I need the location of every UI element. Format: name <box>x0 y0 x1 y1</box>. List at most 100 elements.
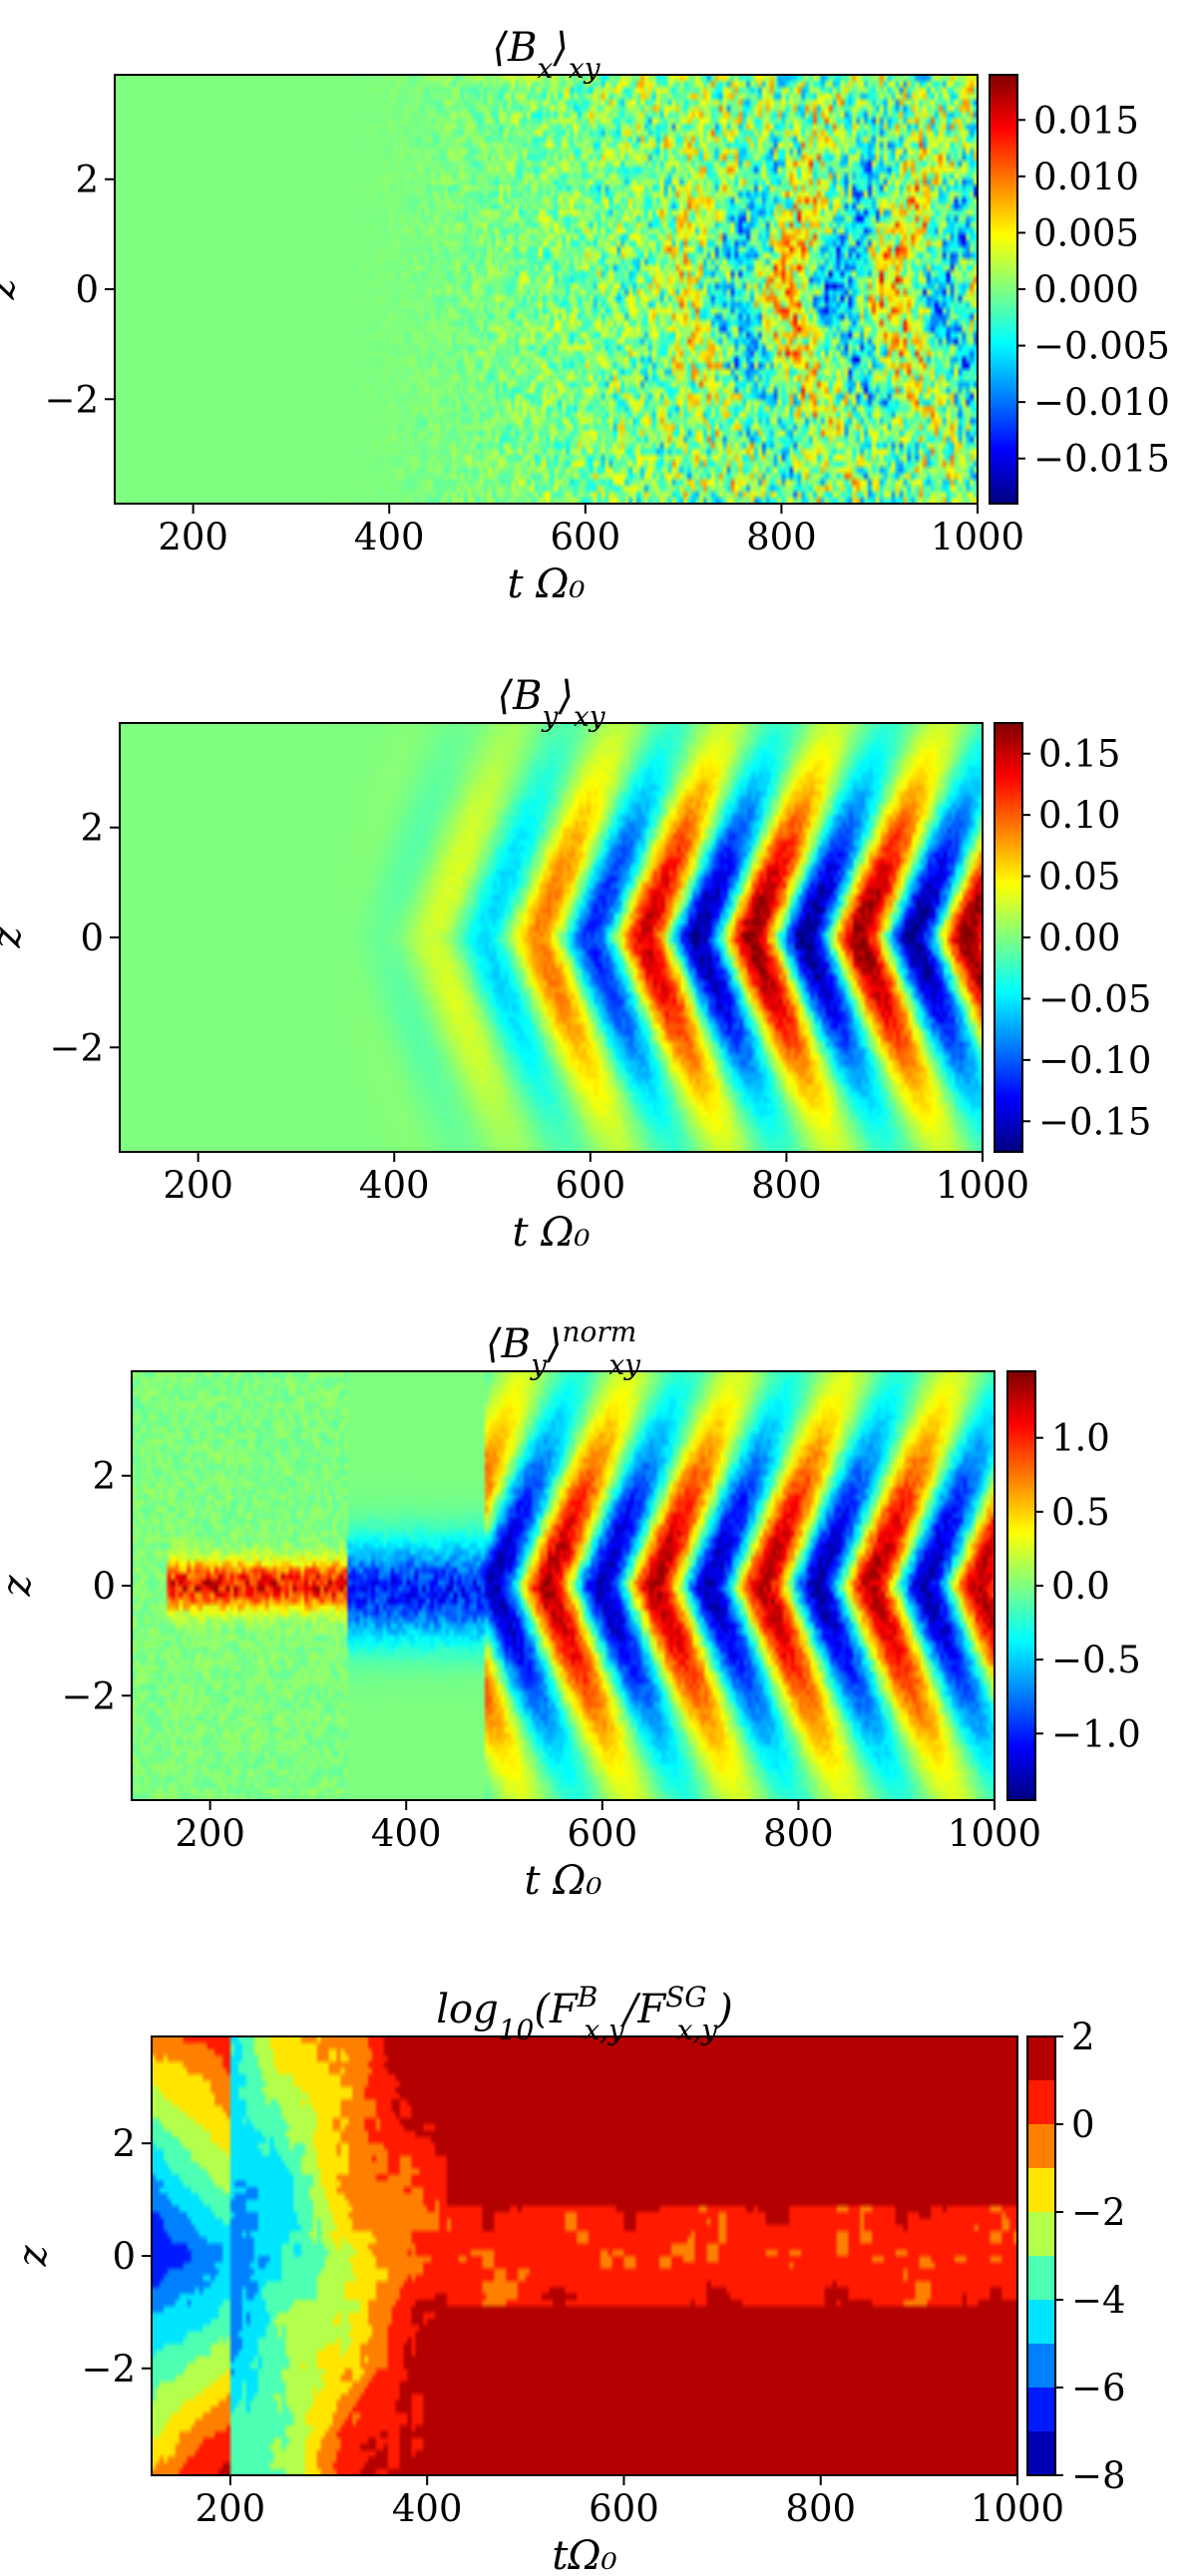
colorbar-segment <box>990 107 1017 112</box>
colorbar-segment <box>990 418 1017 423</box>
colorbar-segment <box>1007 1532 1035 1537</box>
colorbar-segment <box>1007 1467 1035 1472</box>
colorbar-segment <box>1007 1396 1035 1401</box>
colorbar-segment <box>1007 1478 1035 1483</box>
colorbar-segment <box>1007 1399 1035 1404</box>
colorbar-segment <box>995 873 1022 878</box>
colorbar-segment <box>1007 1403 1035 1408</box>
colorbar-segment <box>990 285 1017 290</box>
colorbar-segment <box>1007 1521 1035 1526</box>
colorbar-level <box>1027 2388 1055 2431</box>
colorbar-segment <box>990 475 1017 480</box>
colorbar-segment <box>990 75 1017 80</box>
colorbar-segment <box>1007 1614 1035 1619</box>
colorbar-level <box>1027 2431 1055 2475</box>
colorbar-segment <box>995 922 1022 927</box>
heatmap-image <box>115 75 978 504</box>
colorbar-tick-label: −0.05 <box>1038 977 1151 1020</box>
colorbar-segment <box>995 1073 1022 1078</box>
colorbar-tick-label: 0.5 <box>1051 1491 1110 1534</box>
colorbar-segment <box>1007 1457 1035 1462</box>
colorbar-segment <box>995 737 1022 742</box>
colorbar-segment <box>1007 1785 1035 1790</box>
chart-title: log10(FB x,y/FSG x,y) <box>436 1981 733 2046</box>
colorbar-segment <box>990 100 1017 105</box>
colorbar-segment <box>1007 1543 1035 1548</box>
colorbar-segment <box>1007 1789 1035 1794</box>
colorbar-segment <box>1007 1575 1035 1580</box>
colorbar-segment <box>995 954 1022 960</box>
colorbar-segment <box>995 751 1022 756</box>
colorbar-segment <box>1007 1643 1035 1648</box>
colorbar-segment <box>995 1141 1022 1146</box>
colorbar-segment <box>1007 1582 1035 1587</box>
colorbar-frame <box>1026 2035 1056 2476</box>
colorbar-segment <box>1007 1464 1035 1469</box>
colorbar-segment <box>1007 1417 1035 1422</box>
colorbar-segment <box>990 228 1017 233</box>
colorbar-tick-label: 0.05 <box>1038 856 1120 899</box>
colorbar-segment <box>995 1001 1022 1006</box>
colorbar-segment <box>1007 1764 1035 1769</box>
colorbar-tick-label: 1.0 <box>1051 1417 1110 1460</box>
colorbar-segment <box>990 500 1017 505</box>
y-tick-label: 2 <box>80 807 104 850</box>
colorbar-segment <box>1007 1731 1035 1737</box>
colorbar-tick-label: 0.10 <box>1038 794 1120 837</box>
colorbar-segment <box>1007 1714 1035 1719</box>
colorbar-segment <box>990 400 1017 405</box>
colorbar-segment <box>990 121 1017 126</box>
x-tick-label: 200 <box>196 2487 266 2530</box>
colorbar-segment <box>1007 1460 1035 1465</box>
colorbar-segment <box>1007 1796 1035 1801</box>
colorbar-segment <box>995 748 1022 753</box>
colorbar-segment <box>1007 1639 1035 1644</box>
colorbar-segment <box>995 1098 1022 1103</box>
colorbar-segment <box>1007 1414 1035 1419</box>
colorbar-segment <box>995 947 1022 952</box>
colorbar-segment <box>1007 1571 1035 1576</box>
colorbar-segment <box>990 110 1017 116</box>
x-axis-label: t Ω₀ <box>508 561 586 607</box>
colorbar-segment <box>990 389 1017 394</box>
colorbar-segment <box>990 171 1017 176</box>
colorbar-segment <box>995 1109 1022 1114</box>
colorbar-segment <box>990 210 1017 215</box>
x-axis-label: tΩ₀ <box>552 2533 616 2576</box>
colorbar-segment <box>990 132 1017 137</box>
colorbar-segment <box>995 983 1022 988</box>
colorbar-segment <box>1007 1636 1035 1641</box>
colorbar-segment <box>990 299 1017 304</box>
colorbar-segment <box>990 367 1017 373</box>
colorbar-segment <box>995 730 1022 735</box>
colorbar-segment <box>990 446 1017 451</box>
colorbar-segment <box>995 1033 1022 1038</box>
colorbar-segment <box>990 103 1017 108</box>
colorbar-segment <box>990 435 1017 441</box>
chart-flux-ratio: log10(FB x,y/FSG x,y) 200 400 600 800 1000 2 0 −2 t… <box>0 1945 1197 2576</box>
colorbar-segment <box>1007 1564 1035 1569</box>
x-tick-label: 600 <box>568 1812 638 1855</box>
colorbar-segment <box>990 146 1017 151</box>
colorbar-segment <box>990 238 1017 244</box>
colorbar-segment <box>990 296 1017 301</box>
colorbar-segment <box>995 912 1022 918</box>
colorbar-segment <box>995 855 1022 860</box>
colorbar-segment <box>990 332 1017 337</box>
colorbar-segment <box>995 819 1022 824</box>
colorbar-segment <box>990 78 1017 83</box>
colorbar-segment <box>990 382 1017 387</box>
colorbar-segment <box>1007 1539 1035 1544</box>
colorbar-segment <box>1007 1503 1035 1508</box>
colorbar-segment <box>1007 1525 1035 1530</box>
colorbar-segment <box>990 281 1017 287</box>
colorbar-segment <box>995 805 1022 810</box>
colorbar-tick-label: 0.15 <box>1038 733 1120 776</box>
colorbar-segment <box>990 342 1017 347</box>
colorbar-segment <box>995 726 1022 731</box>
colorbar-segment <box>990 161 1017 166</box>
colorbar-segment <box>990 425 1017 430</box>
colorbar-segment <box>995 994 1022 999</box>
y-tick-label: 2 <box>92 1455 116 1498</box>
colorbar-segment <box>995 758 1022 764</box>
